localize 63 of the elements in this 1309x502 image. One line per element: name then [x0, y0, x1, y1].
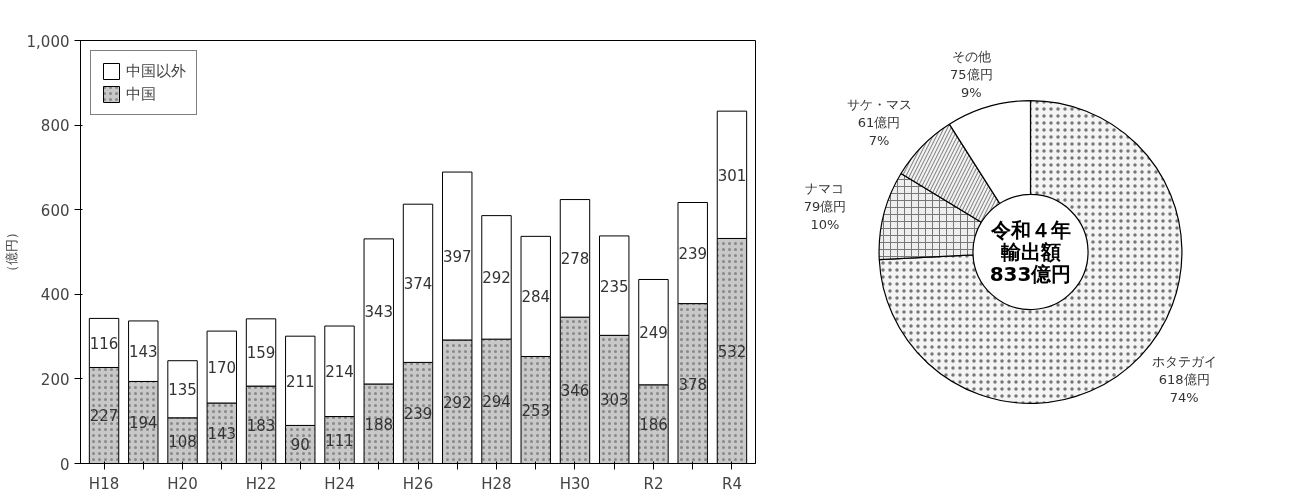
legend-label: 中国以外: [126, 61, 186, 81]
data-label: 278: [560, 250, 590, 269]
data-label: 135: [168, 381, 197, 400]
data-label: 346: [560, 382, 590, 401]
y-tick-label: 1,000: [26, 32, 70, 51]
y-tick-label: 600: [40, 201, 70, 220]
data-label: 75億円 9%: [950, 66, 993, 100]
text: 輸出額: [999, 240, 1061, 264]
x-tick-label: H20: [167, 474, 198, 493]
y-tick-label: 0: [59, 455, 70, 474]
data-label: 374: [403, 275, 433, 294]
slice-label: サケ・マス: [846, 97, 912, 113]
x-tick-label: R4: [721, 474, 742, 493]
data-label: 239: [678, 245, 708, 264]
y-axis-title: （億円）: [3, 226, 19, 278]
data-label: 343: [364, 303, 394, 322]
x-tick-label: H18: [88, 474, 120, 493]
data-label: 159: [246, 344, 276, 363]
data-label: 143: [207, 425, 237, 444]
data-label: 618億円 74%: [1158, 371, 1210, 405]
data-label: 292: [442, 393, 472, 412]
data-label: 170: [207, 359, 237, 378]
slice-label: ナマコ: [805, 181, 845, 197]
data-label: 111: [325, 432, 354, 451]
data-label: 294: [482, 393, 511, 412]
data-label: 214: [325, 363, 354, 382]
x-tick-label: H28: [481, 474, 512, 493]
data-label: 143: [128, 343, 158, 362]
data-label: 183: [246, 416, 276, 435]
data-label: 253: [521, 401, 551, 420]
data-label: 284: [521, 288, 551, 307]
x-tick-label: H30: [559, 474, 591, 493]
data-label: 397: [442, 248, 472, 267]
data-label: 211: [285, 372, 315, 391]
y-tick-label: 200: [40, 370, 70, 389]
legend-label: 中国: [126, 84, 156, 104]
data-label: 292: [482, 269, 511, 288]
x-tick-label: H22: [245, 474, 277, 493]
text: 833億円: [989, 262, 1072, 287]
y-tick-label: 800: [40, 117, 70, 136]
x-tick-label: R2: [643, 474, 664, 493]
data-label: 194: [128, 414, 158, 433]
data-label: 532: [717, 342, 747, 361]
data-label: 239: [403, 404, 433, 423]
data-label: 108: [168, 432, 197, 451]
data-label: 90: [290, 436, 310, 455]
x-tick-label: H24: [324, 474, 355, 493]
x-tick-label: H26: [402, 474, 434, 493]
data-label: 249: [639, 324, 668, 343]
data-label: 186: [639, 416, 668, 435]
slice-label: その他: [951, 48, 991, 64]
data-label: 235: [599, 277, 629, 296]
data-label: 79億円 10%: [803, 199, 847, 233]
text: 令和４年: [989, 217, 1071, 242]
y-tick-label: 400: [40, 286, 70, 305]
slice-label: ホタテガイ: [1151, 353, 1217, 369]
data-label: 188: [364, 415, 394, 434]
data-label: 378: [678, 375, 708, 394]
data-label: 116: [89, 334, 119, 353]
data-label: 301: [717, 166, 747, 185]
data-label: 227: [89, 407, 119, 426]
data-label: 303: [599, 391, 629, 410]
data-label: 61億円 7%: [857, 115, 901, 149]
